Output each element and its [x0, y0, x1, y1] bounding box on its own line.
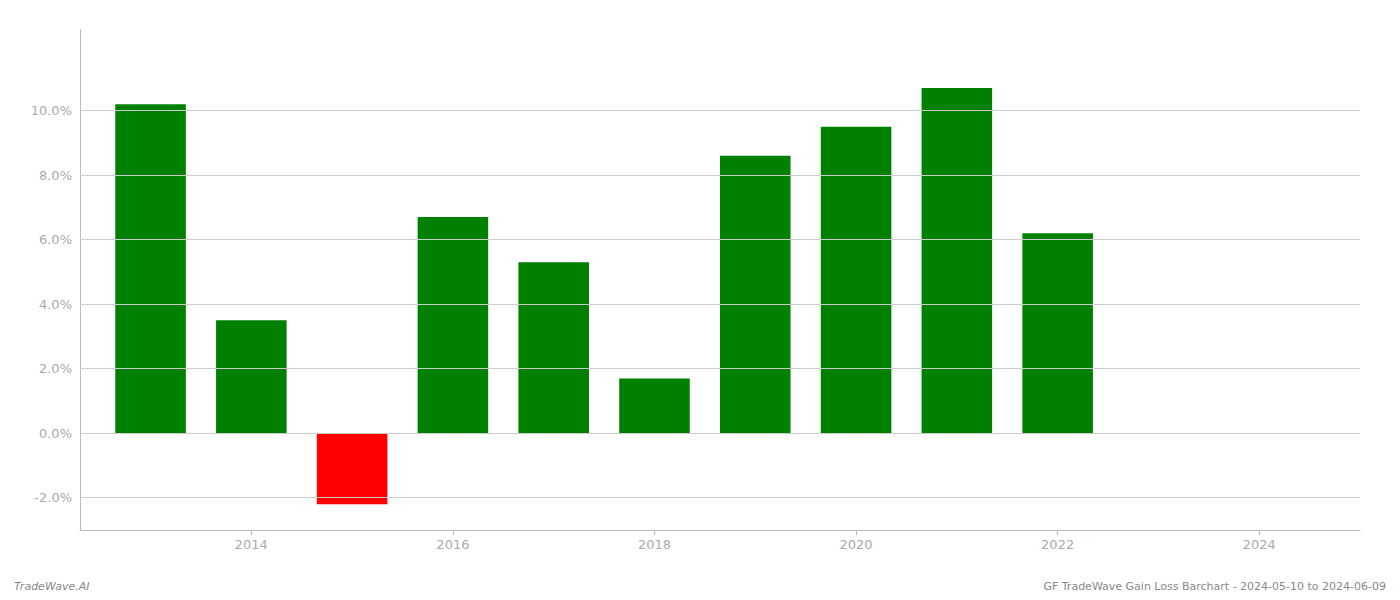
svg-text:2.0%: 2.0% — [39, 361, 72, 376]
svg-text:2014: 2014 — [235, 537, 268, 552]
svg-text:TradeWave.AI: TradeWave.AI — [14, 580, 89, 593]
svg-text:6.0%: 6.0% — [39, 232, 72, 247]
svg-text:4.0%: 4.0% — [39, 297, 72, 312]
svg-text:2022: 2022 — [1041, 537, 1074, 552]
svg-text:-2.0%: -2.0% — [34, 490, 72, 505]
svg-text:2016: 2016 — [436, 537, 469, 552]
svg-text:10.0%: 10.0% — [31, 103, 72, 118]
svg-text:2024: 2024 — [1243, 537, 1276, 552]
svg-text:GF TradeWave Gain Loss Barchar: GF TradeWave Gain Loss Barchart - 2024-0… — [1043, 580, 1386, 593]
svg-text:2018: 2018 — [638, 537, 671, 552]
svg-text:0.0%: 0.0% — [39, 426, 72, 441]
svg-text:2020: 2020 — [840, 537, 873, 552]
svg-text:8.0%: 8.0% — [39, 168, 72, 183]
